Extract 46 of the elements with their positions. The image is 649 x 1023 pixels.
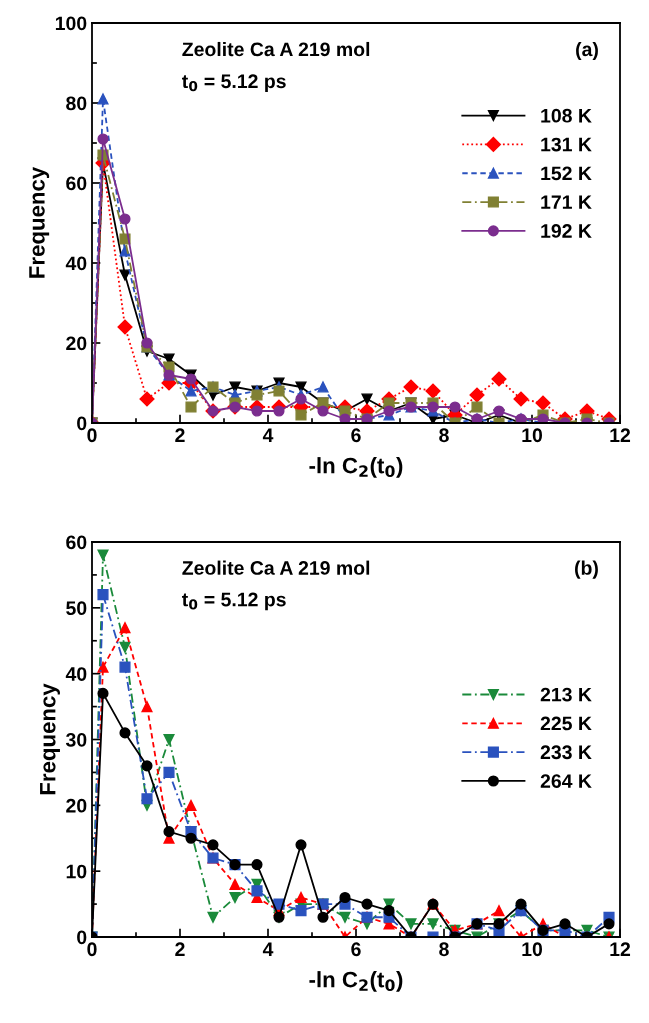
- legend-label: 225 K: [540, 716, 592, 731]
- x-tick-label: 2: [175, 428, 185, 442]
- y-tick-label: 0: [77, 930, 87, 945]
- legend-label: 108 K: [541, 108, 592, 123]
- y-tick-label: 30: [65, 732, 87, 747]
- y-tick-label: 50: [66, 601, 87, 616]
- x-tick-label: 0: [87, 428, 97, 443]
- legend-label: 233 K: [540, 745, 592, 760]
- x-tick-label: 10: [522, 942, 543, 957]
- x-tick-label: 8: [439, 942, 449, 957]
- x-tick-label: 0: [87, 942, 97, 957]
- y-axis-title: Frequency: [29, 166, 50, 278]
- annotation: t$_{0}$ = 5.12 ps: [182, 592, 286, 611]
- annotation: Zeolite Ca A 219 mol: [182, 41, 370, 57]
- y-tick-label: 20: [66, 798, 87, 813]
- y-tick-label: 40: [65, 256, 87, 271]
- legend-label: 213 K: [540, 687, 592, 702]
- x-tick-label: 4: [262, 428, 274, 442]
- annotation: Zeolite Ca A 219 mol: [182, 560, 370, 575]
- y-tick-label: 0: [77, 416, 87, 431]
- x-tick-label: 4: [262, 942, 274, 956]
- x-tick-label: 6: [351, 942, 361, 957]
- x-axis-title: -ln C$_{2}$(t$_{0}$): [309, 457, 403, 478]
- legend-label: 171 K: [541, 195, 592, 209]
- y-axis-title: Frequency: [40, 683, 60, 795]
- x-tick-label: 6: [351, 428, 361, 443]
- x-tick-label: 2: [175, 942, 185, 956]
- x-tick-label: 8: [439, 428, 449, 443]
- y-tick-label: 60: [66, 176, 87, 191]
- y-tick-label: 10: [66, 864, 87, 879]
- y-tick-label: 60: [66, 535, 87, 550]
- annotation: t$_{0}$ = 5.12 ps: [182, 74, 286, 92]
- y-tick-label: 20: [66, 336, 87, 351]
- annotation: (a): [576, 41, 598, 61]
- legend-label: 131 K: [541, 137, 592, 152]
- y-tick-label: 40: [65, 667, 87, 681]
- x-tick-label: 10: [522, 428, 543, 443]
- y-tick-label: 100: [55, 16, 87, 31]
- x-axis-title: -ln C$_{2}$(t$_{0}$): [309, 971, 403, 992]
- legend-label: 192 K: [541, 224, 592, 238]
- y-tick-label: 80: [66, 96, 87, 111]
- legend-label: 264 K: [540, 774, 592, 788]
- legend-label: 152 K: [541, 166, 592, 181]
- annotation: (b): [575, 560, 598, 579]
- x-tick-label: 12: [610, 942, 631, 956]
- x-tick-label: 12: [610, 428, 631, 442]
